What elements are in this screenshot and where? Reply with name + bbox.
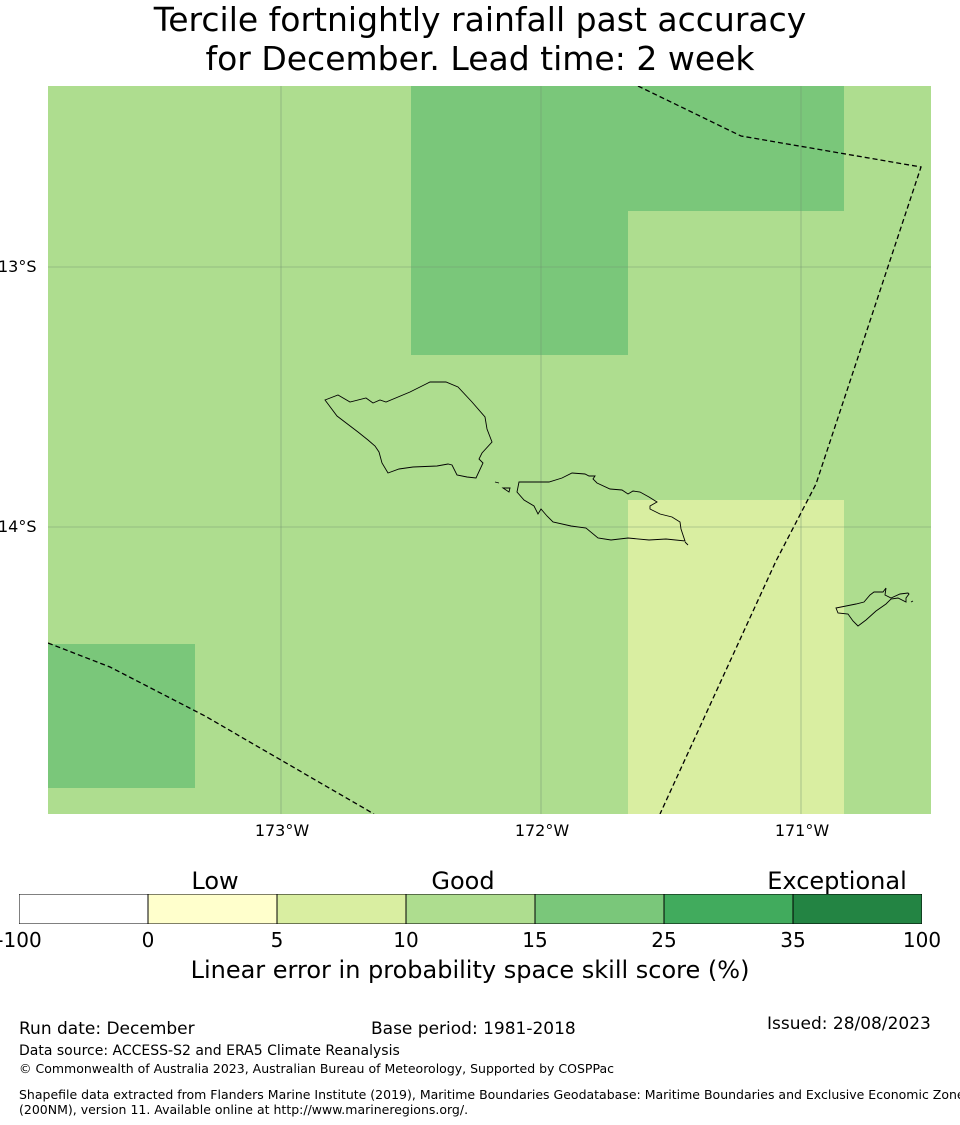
boundary-south-west: [48, 642, 375, 814]
colorbar-swatch-25-to-35: [663, 894, 794, 924]
lat-label-14s: 14°S: [0, 517, 37, 536]
coastlines: [324, 381, 914, 627]
skill-map: [48, 86, 931, 814]
savaii-island: [324, 381, 493, 479]
colorbar-title: Linear error in probability space skill …: [190, 956, 750, 984]
tick-label-100: 100: [902, 928, 942, 952]
lat-label-13s: 13°S: [0, 257, 37, 276]
tick-label-0: 0: [141, 928, 155, 952]
tick-label-35: 35: [780, 928, 806, 952]
lon-label-171w: 171°W: [774, 821, 830, 840]
shapefile-credit-line-2: (200NM), version 11. Available online at…: [19, 1102, 469, 1117]
region-higher-skill-north: [411, 86, 844, 355]
legend-category-good: Good: [431, 867, 495, 895]
colorbar-swatch-0-to-5: [147, 894, 278, 924]
upolu-island: [516, 472, 686, 542]
colorbar-swatch-35-to-100: [792, 894, 922, 924]
boundary-north-east: [637, 86, 922, 814]
graticule: [48, 86, 931, 814]
manono-islet: [501, 487, 511, 493]
upolu-east-tip: [684, 541, 689, 546]
title-line-2: for December. Lead time: 2 week: [205, 39, 755, 78]
apolima-islet: [494, 481, 500, 484]
lon-label-172w: 172°W: [514, 821, 570, 840]
tick-label-minus100: -100: [0, 928, 42, 952]
copyright: © Commonwealth of Australia 2023, Austra…: [19, 1061, 614, 1076]
colorbar-swatch-10-to-15: [405, 894, 536, 924]
legend-category-low: Low: [191, 867, 239, 895]
base-period: Base period: 1981-2018: [371, 1019, 576, 1039]
maritime-boundary: [48, 86, 922, 814]
colorbar-swatch-5-to-10: [276, 894, 407, 924]
lon-label-173w: 173°W: [254, 821, 310, 840]
tick-label-10: 10: [393, 928, 419, 952]
colorbar-swatch--100-to-0: [19, 894, 149, 924]
colorbar-swatch-15-to-25: [534, 894, 665, 924]
tutuila-east-islet: [910, 600, 914, 603]
data-source: Data source: ACCESS-S2 and ERA5 Climate …: [19, 1043, 400, 1059]
issued-date: Issued: 28/08/2023: [767, 1014, 931, 1034]
region-lower-skill-southeast: [628, 500, 844, 814]
tick-label-15: 15: [522, 928, 548, 952]
tick-label-25: 25: [651, 928, 677, 952]
shapefile-credit-line-1: Shapefile data extracted from Flanders M…: [19, 1087, 960, 1102]
chart-title: Tercile fortnightly rainfall past accura…: [0, 0, 960, 78]
region-higher-skill-southwest: [48, 644, 195, 788]
colorbar: [19, 894, 922, 924]
legend-category-exceptional: Exceptional: [767, 867, 907, 895]
tutuila-island: [835, 587, 910, 627]
tick-label-5: 5: [270, 928, 284, 952]
title-line-1: Tercile fortnightly rainfall past accura…: [153, 0, 807, 39]
run-date: Run date: December: [19, 1019, 195, 1039]
